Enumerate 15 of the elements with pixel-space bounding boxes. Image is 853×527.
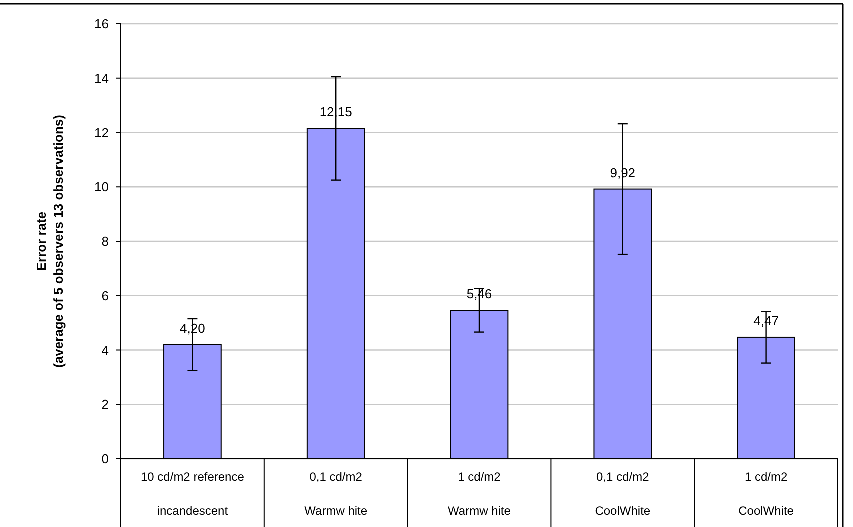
y-tick-label: 6 — [102, 288, 109, 304]
y-tick-label: 12 — [94, 125, 109, 140]
y-tick-label: 16 — [94, 16, 109, 32]
y-axis-title: Error rate (average of 5 observers 13 observations) — [34, 115, 66, 368]
y-tick-label: 2 — [102, 397, 109, 412]
y-tick-label: 14 — [94, 70, 109, 86]
y-tick-label: 4 — [102, 342, 109, 358]
category-label: 0,1 cd/m2 CoolWhite — [595, 470, 651, 518]
y-tick-label: 10 — [94, 180, 109, 195]
category-label: 10 cd/m2 reference incandescent — [141, 470, 244, 518]
category-label: 1 cd/m2 Warmw hite — [448, 470, 511, 518]
y-tick-label: 0 — [102, 452, 109, 467]
category-label: 0,1 cd/m2 Warmw hite — [304, 470, 368, 518]
category-label: 1 cd/m2 CoolWhite — [738, 470, 794, 518]
y-tick-label: 8 — [102, 234, 109, 250]
